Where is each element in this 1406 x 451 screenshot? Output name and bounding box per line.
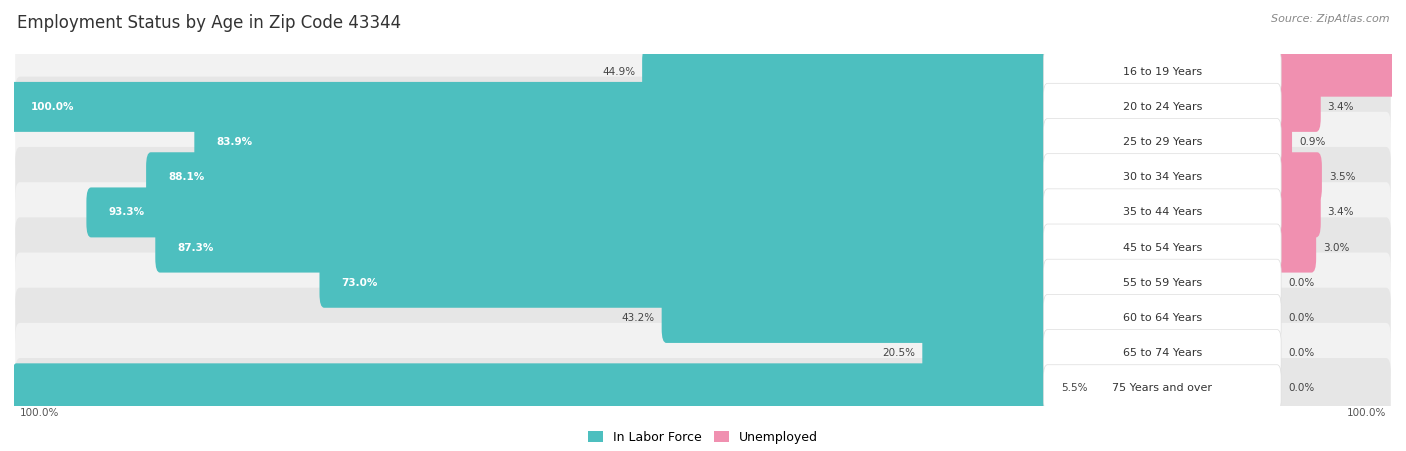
Text: 0.0%: 0.0% xyxy=(1289,278,1315,288)
FancyBboxPatch shape xyxy=(194,117,1052,167)
FancyBboxPatch shape xyxy=(319,258,1052,308)
FancyBboxPatch shape xyxy=(1043,189,1281,236)
FancyBboxPatch shape xyxy=(1043,48,1281,95)
FancyBboxPatch shape xyxy=(15,112,1391,172)
FancyBboxPatch shape xyxy=(15,41,1391,102)
Text: 20 to 24 Years: 20 to 24 Years xyxy=(1122,102,1202,112)
Text: 75 Years and over: 75 Years and over xyxy=(1112,383,1212,393)
FancyBboxPatch shape xyxy=(15,182,1391,243)
FancyBboxPatch shape xyxy=(1043,330,1281,377)
FancyBboxPatch shape xyxy=(1272,82,1320,132)
FancyBboxPatch shape xyxy=(15,323,1391,383)
FancyBboxPatch shape xyxy=(662,293,1052,343)
Text: 88.1%: 88.1% xyxy=(167,172,204,182)
Text: 0.0%: 0.0% xyxy=(1289,348,1315,358)
FancyBboxPatch shape xyxy=(1043,295,1281,341)
Text: 3.5%: 3.5% xyxy=(1329,172,1355,182)
FancyBboxPatch shape xyxy=(1043,83,1281,130)
FancyBboxPatch shape xyxy=(15,217,1391,278)
FancyBboxPatch shape xyxy=(1043,154,1281,201)
FancyBboxPatch shape xyxy=(1043,224,1281,271)
Text: 0.9%: 0.9% xyxy=(1299,137,1326,147)
Legend: In Labor Force, Unemployed: In Labor Force, Unemployed xyxy=(583,426,823,449)
Text: 0.0%: 0.0% xyxy=(1289,313,1315,323)
FancyBboxPatch shape xyxy=(1272,47,1406,97)
Text: 0.0%: 0.0% xyxy=(1289,383,1315,393)
FancyBboxPatch shape xyxy=(15,77,1391,137)
Text: 5.5%: 5.5% xyxy=(1062,383,1088,393)
FancyBboxPatch shape xyxy=(1043,365,1281,412)
Text: 35 to 44 Years: 35 to 44 Years xyxy=(1122,207,1202,217)
FancyBboxPatch shape xyxy=(1043,119,1281,166)
Text: 3.4%: 3.4% xyxy=(1327,207,1354,217)
FancyBboxPatch shape xyxy=(1272,223,1316,272)
Text: 44.9%: 44.9% xyxy=(602,67,636,77)
FancyBboxPatch shape xyxy=(15,288,1391,348)
Text: 45 to 54 Years: 45 to 54 Years xyxy=(1122,243,1202,253)
Text: 20.5%: 20.5% xyxy=(883,348,915,358)
FancyBboxPatch shape xyxy=(15,253,1391,313)
Text: 55 to 59 Years: 55 to 59 Years xyxy=(1123,278,1202,288)
FancyBboxPatch shape xyxy=(1272,117,1292,167)
FancyBboxPatch shape xyxy=(155,223,1052,272)
Text: Source: ZipAtlas.com: Source: ZipAtlas.com xyxy=(1271,14,1389,23)
Text: 87.3%: 87.3% xyxy=(177,243,214,253)
FancyBboxPatch shape xyxy=(1043,259,1281,306)
Text: 65 to 74 Years: 65 to 74 Years xyxy=(1122,348,1202,358)
FancyBboxPatch shape xyxy=(15,147,1391,207)
Text: 30 to 34 Years: 30 to 34 Years xyxy=(1123,172,1202,182)
FancyBboxPatch shape xyxy=(15,358,1391,419)
FancyBboxPatch shape xyxy=(1272,152,1322,202)
Text: 60 to 64 Years: 60 to 64 Years xyxy=(1123,313,1202,323)
Text: 83.9%: 83.9% xyxy=(217,137,252,147)
FancyBboxPatch shape xyxy=(11,364,1052,413)
FancyBboxPatch shape xyxy=(146,152,1052,202)
Text: 73.0%: 73.0% xyxy=(342,278,378,288)
FancyBboxPatch shape xyxy=(10,82,1052,132)
Text: 16 to 19 Years: 16 to 19 Years xyxy=(1123,67,1202,77)
Text: 100.0%: 100.0% xyxy=(1347,408,1386,418)
Text: 43.2%: 43.2% xyxy=(621,313,655,323)
FancyBboxPatch shape xyxy=(86,188,1052,237)
Text: 100.0%: 100.0% xyxy=(20,408,59,418)
Text: 25 to 29 Years: 25 to 29 Years xyxy=(1122,137,1202,147)
Text: 3.4%: 3.4% xyxy=(1327,102,1354,112)
Text: 100.0%: 100.0% xyxy=(31,102,75,112)
FancyBboxPatch shape xyxy=(1272,188,1320,237)
FancyBboxPatch shape xyxy=(922,328,1052,378)
Text: 93.3%: 93.3% xyxy=(108,207,145,217)
FancyBboxPatch shape xyxy=(643,47,1052,97)
Text: Employment Status by Age in Zip Code 43344: Employment Status by Age in Zip Code 433… xyxy=(17,14,401,32)
Text: 3.0%: 3.0% xyxy=(1323,243,1350,253)
